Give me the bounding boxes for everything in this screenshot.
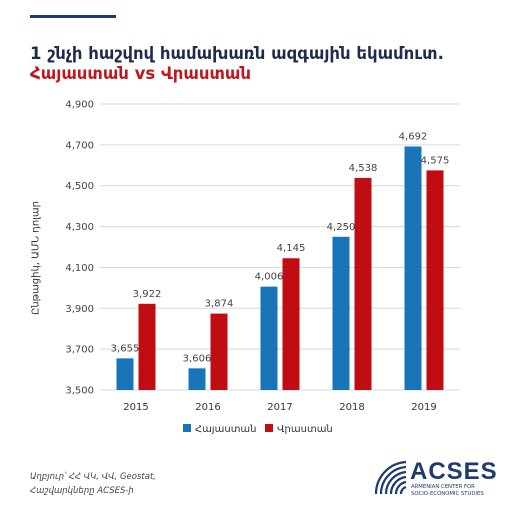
- source-line-2: Հաշվարկները ACSES-ի: [30, 486, 134, 496]
- data-label: 3,606: [183, 353, 212, 364]
- data-label: 3,874: [205, 299, 234, 310]
- legend-swatch: [265, 424, 273, 432]
- source-line-1: Աղբյուր՝ ՀՀ ՎԿ, ՎՎ, Geostat,: [30, 472, 156, 482]
- bar-2016-armenia: [188, 368, 206, 390]
- y-tick-label: 4,900: [65, 100, 94, 111]
- data-label: 4,575: [421, 155, 450, 166]
- logo-wordmark: ACSES: [410, 458, 498, 485]
- y-tick-label: 3,500: [65, 386, 94, 397]
- bar-2016-georgia: [210, 313, 228, 390]
- y-tick-labels: 3,500 3,700 3,900 4,100 4,300 4,500 4,700 4,900: [65, 100, 94, 397]
- bar-2017-armenia: [260, 286, 278, 390]
- logo-arc-icon: [374, 460, 407, 495]
- bar-2017-georgia: [282, 258, 300, 390]
- data-labels: 3,655 3,922 3,606 3,874 4,006 4,145 4,250 4,538…: [111, 131, 450, 364]
- chart-title: 1 շնչի հաշվով համախառն ազգային եկամուտ.: [30, 44, 444, 63]
- data-label: 3,655: [111, 343, 140, 354]
- data-label: 3,922: [133, 289, 162, 300]
- y-tick-label: 4,700: [65, 140, 94, 151]
- data-label: 4,250: [327, 222, 356, 233]
- x-tick-label: 2017: [267, 402, 292, 413]
- y-tick-label: 3,700: [65, 345, 94, 356]
- acses-logo: ACSES ARMENIAN CENTER FOR SOCIO-ECONOMIC…: [374, 458, 502, 498]
- x-tick-label: 2016: [195, 402, 220, 413]
- data-label: 4,692: [399, 131, 428, 142]
- legend: Հայաստան Վրաստան: [183, 424, 333, 435]
- bar-2018-georgia: [354, 177, 372, 390]
- chart-subtitle: Հայաստան vs Վրաստան: [30, 64, 251, 83]
- legend-label: Հայաստան: [195, 424, 257, 435]
- y-tick-label: 4,500: [65, 181, 94, 192]
- bar-2015-georgia: [138, 303, 156, 390]
- y-tick-label: 4,100: [65, 263, 94, 274]
- bar-2019-georgia: [426, 170, 444, 390]
- y-tick-label: 3,900: [65, 304, 94, 315]
- title-accent-rule: [30, 15, 116, 18]
- gridlines: [100, 103, 460, 391]
- x-tick-label: 2019: [411, 402, 436, 413]
- x-tick-label: 2018: [339, 402, 364, 413]
- x-tick-labels: 2015 2016 2017 2018 2019: [123, 402, 436, 413]
- bar-2018-armenia: [332, 236, 350, 390]
- legend-swatch: [183, 424, 191, 432]
- data-label: 4,538: [349, 163, 378, 174]
- logo-subtitle: ARMENIAN CENTER FOR SOCIO-ECONOMIC STUDI…: [411, 484, 484, 497]
- source-note: Աղբյուր՝ ՀՀ ՎԿ, ՎՎ, Geostat, Հաշվարկները…: [30, 470, 156, 498]
- data-label: 4,006: [255, 272, 284, 283]
- bars: [116, 146, 444, 390]
- bar-2019-armenia: [404, 146, 422, 390]
- x-tick-label: 2015: [123, 402, 148, 413]
- bar-2015-armenia: [116, 358, 134, 390]
- legend-label: Վրաստան: [277, 424, 333, 435]
- data-label: 4,145: [277, 243, 306, 254]
- y-tick-label: 4,300: [65, 222, 94, 233]
